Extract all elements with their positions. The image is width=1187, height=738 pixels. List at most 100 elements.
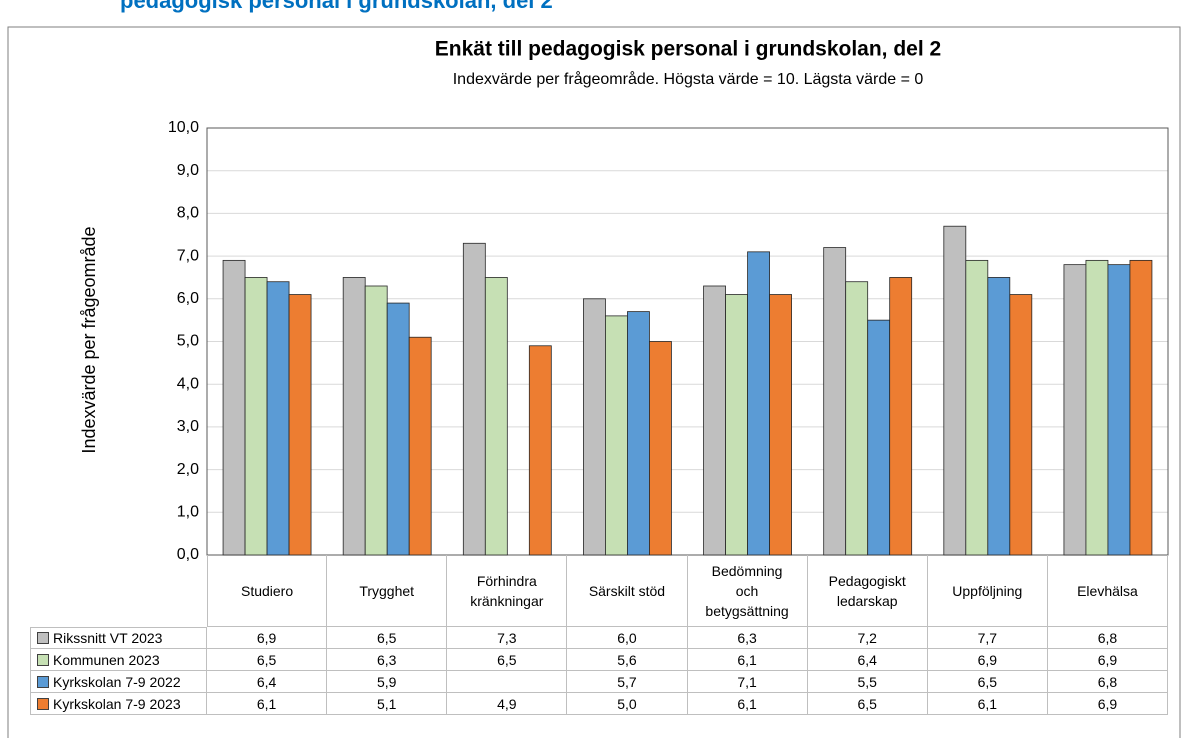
bar <box>889 277 913 556</box>
bar <box>244 277 268 556</box>
legend-swatch <box>37 632 49 644</box>
data-label: 6,8 <box>1097 629 1118 646</box>
table-cell: 7,3 <box>447 627 568 649</box>
bar <box>386 302 410 556</box>
data-label: 6,3 <box>737 629 757 646</box>
data-label: 6,1 <box>737 651 757 668</box>
data-label: 6,9 <box>1097 695 1118 712</box>
bar <box>288 294 312 556</box>
bar <box>266 281 290 556</box>
table-cell: 7,2 <box>807 627 928 649</box>
table-cell: 6,9 <box>1047 649 1168 671</box>
data-label: 7,1 <box>737 673 757 690</box>
table-cell: 6,5 <box>927 671 1048 693</box>
data-label: 5,0 <box>617 695 637 712</box>
table-header: Bedömning och betygsättning <box>687 555 808 627</box>
legend-swatch <box>37 697 49 710</box>
y-tick-label: 7,0 <box>177 247 199 264</box>
table-cell: 4,9 <box>447 693 568 715</box>
data-label: 6,3 <box>376 651 397 668</box>
bar <box>583 298 606 556</box>
legend-entry: Kyrkskolan 7-9 2022 <box>30 671 207 693</box>
table-cell: 7,7 <box>927 627 1048 649</box>
bar <box>987 277 1011 556</box>
table-cell: 6,4 <box>807 649 928 671</box>
data-label: 6,8 <box>1097 673 1118 690</box>
bar <box>627 311 650 556</box>
plot-border <box>206 127 1169 556</box>
heading: pedagogisk personal i grundskolan, del 2 <box>120 0 553 13</box>
bar <box>965 259 989 556</box>
legend-entry: Kyrkskolan 7-9 2023 <box>30 693 207 715</box>
table-cell: 5,0 <box>567 693 688 715</box>
table-header: Förhindra kränkningar <box>447 555 568 627</box>
table-header: Uppföljning <box>927 555 1048 627</box>
legend-label: Kyrkskolan 7-9 2023 <box>53 695 181 712</box>
table-cell: 6,9 <box>207 627 328 649</box>
table-cell: 6,5 <box>447 649 568 671</box>
table-cell <box>447 671 568 693</box>
legend-label: Kommunen 2023 <box>53 651 160 668</box>
table-cell: 6,3 <box>327 649 448 671</box>
data-label: 7,3 <box>497 629 517 646</box>
table-cell: 6,8 <box>1047 671 1168 693</box>
bar <box>408 336 432 556</box>
y-tick-label: 5,0 <box>177 333 199 350</box>
chart-title: Enkät till pedagogisk personal i grundsk… <box>435 38 941 61</box>
bar <box>747 251 770 556</box>
bar <box>462 242 486 556</box>
data-label: 5,7 <box>617 673 637 690</box>
table-cell: 6,9 <box>1047 693 1168 715</box>
data-label: 5,6 <box>617 651 637 668</box>
bar <box>1063 264 1087 556</box>
y-tick-label: 8,0 <box>177 205 199 222</box>
table-header: Studiero <box>207 555 328 627</box>
y-tick-label: 9,0 <box>177 162 199 179</box>
table-cell: 6,1 <box>687 649 808 671</box>
bar <box>725 294 748 556</box>
bar <box>484 277 508 556</box>
data-label: 5,1 <box>376 695 397 712</box>
legend-label: Rikssnitt VT 2023 <box>53 630 163 646</box>
data-label: 6,4 <box>857 651 877 668</box>
data-label: 7,7 <box>977 629 998 646</box>
data-label: 4,9 <box>497 695 517 712</box>
table-cell: 5,9 <box>327 671 448 693</box>
table-cell: 5,1 <box>327 693 448 715</box>
legend-label: Kyrkskolan 7-9 2022 <box>53 673 181 690</box>
data-label: 5,9 <box>376 673 397 690</box>
table-header: Pedagogiskt ledarskap <box>807 555 928 627</box>
table-cell: 6,8 <box>1047 627 1168 649</box>
table-cell: 5,7 <box>567 671 688 693</box>
data-label: 6,4 <box>256 673 277 690</box>
bar <box>342 277 366 556</box>
bar <box>528 345 552 556</box>
table-cell: 6,1 <box>927 693 1048 715</box>
y-tick-label: 10,0 <box>168 119 199 136</box>
data-label: 6,1 <box>256 695 277 712</box>
bar <box>364 285 388 556</box>
data-label: 6,5 <box>376 629 397 646</box>
bar <box>1009 294 1033 556</box>
legend-swatch <box>37 675 49 688</box>
table-cell: 6,5 <box>807 693 928 715</box>
bar <box>1085 259 1109 556</box>
data-label: 6,5 <box>857 695 877 712</box>
table-cell: 6,1 <box>687 693 808 715</box>
data-label: 6,5 <box>256 651 277 668</box>
data-label: 6,1 <box>977 695 998 712</box>
bar <box>823 247 847 556</box>
data-label: 6,9 <box>1097 651 1118 668</box>
legend-entry: Kommunen 2023 <box>30 649 207 671</box>
table-cell: 6,9 <box>927 649 1048 671</box>
table-header: Särskilt stöd <box>567 555 688 627</box>
table-cell: 6,5 <box>207 649 328 671</box>
table-cell: 6,4 <box>207 671 328 693</box>
legend-swatch <box>37 653 49 666</box>
y-tick-label: 3,0 <box>177 418 199 435</box>
table-cell: 6,1 <box>207 693 328 715</box>
data-label: 6,1 <box>737 695 757 712</box>
legend-entry: Rikssnitt VT 2023 <box>30 627 207 649</box>
